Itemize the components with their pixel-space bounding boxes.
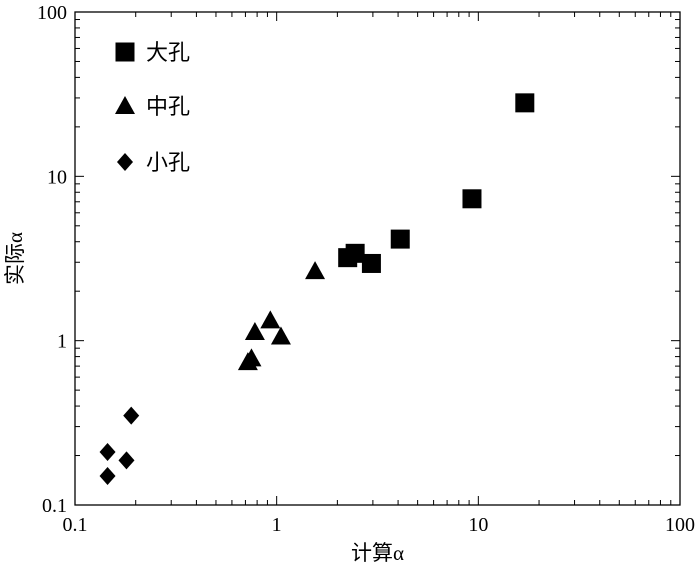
y-axis-label: 实际α xyxy=(3,232,27,285)
plot-area-border xyxy=(74,11,681,506)
x-axis-label: 计算α xyxy=(351,541,404,565)
diamond-data-point xyxy=(99,467,116,486)
square-data-point xyxy=(515,93,535,113)
square-data-point xyxy=(390,229,410,249)
square-data-point xyxy=(462,189,482,209)
tick-labels: 0.1 1 10 100 0.1 1 10 100 xyxy=(37,2,695,536)
y-tick-label: 1 xyxy=(57,331,67,353)
axis-ticks xyxy=(75,12,680,505)
triangle-data-point xyxy=(270,326,291,345)
x-tick-label: 0.1 xyxy=(63,514,88,536)
diamond-data-point xyxy=(99,443,116,462)
triangle-data-point xyxy=(244,321,265,340)
plot-frame xyxy=(74,11,681,506)
y-tick-label: 10 xyxy=(47,166,67,188)
legend-square-marker xyxy=(115,42,135,62)
diamond-data-point xyxy=(118,451,135,470)
x-tick-label: 10 xyxy=(468,514,488,536)
square-data-point xyxy=(361,253,381,273)
triangle-data-point xyxy=(305,261,326,280)
y-tick-label: 100 xyxy=(37,2,67,24)
legend-label: 大孔 xyxy=(146,40,190,65)
square-data-point xyxy=(345,243,365,263)
legend-triangle-marker xyxy=(115,96,135,114)
diamond-data-point xyxy=(123,406,140,425)
triangle-data-point xyxy=(260,310,281,329)
legend-diamond-marker xyxy=(117,153,133,171)
x-tick-label: 1 xyxy=(272,514,282,536)
data-points xyxy=(99,93,535,486)
legend-label: 小孔 xyxy=(146,150,190,175)
x-tick-label: 100 xyxy=(665,514,695,536)
legend-label: 中孔 xyxy=(146,94,190,119)
y-tick-label: 0.1 xyxy=(42,495,67,517)
triangle-data-point xyxy=(241,348,262,367)
